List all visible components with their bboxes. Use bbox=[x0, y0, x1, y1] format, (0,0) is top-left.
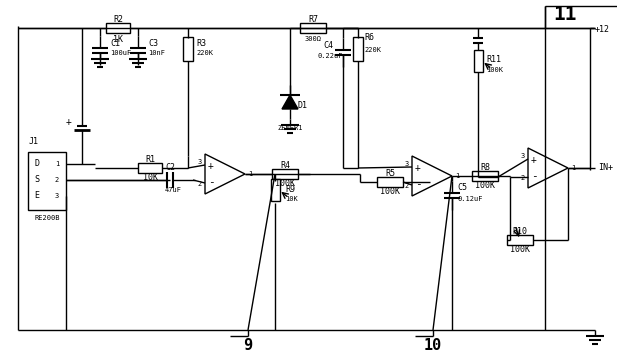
Text: 10: 10 bbox=[424, 339, 442, 353]
Text: C2: C2 bbox=[165, 163, 175, 173]
Text: E: E bbox=[35, 191, 39, 201]
Text: C4: C4 bbox=[323, 40, 333, 50]
Bar bbox=[472, 171, 498, 181]
Text: R9: R9 bbox=[285, 185, 295, 194]
Text: 1: 1 bbox=[55, 161, 59, 167]
Bar bbox=[377, 177, 403, 187]
Text: 1: 1 bbox=[455, 173, 459, 179]
Text: 11: 11 bbox=[553, 4, 577, 24]
Text: C3: C3 bbox=[148, 39, 158, 47]
Text: -: - bbox=[415, 179, 421, 189]
Bar bbox=[353, 37, 363, 61]
Bar bbox=[106, 23, 130, 33]
Polygon shape bbox=[282, 95, 298, 109]
Text: 1: 1 bbox=[571, 165, 575, 171]
Text: 100K: 100K bbox=[510, 245, 530, 254]
Bar bbox=[28, 152, 66, 210]
Text: 0.12uF: 0.12uF bbox=[457, 196, 482, 202]
Text: +: + bbox=[531, 155, 537, 165]
Text: ZENER1: ZENER1 bbox=[277, 125, 303, 131]
Text: 2: 2 bbox=[521, 175, 525, 181]
Text: 1: 1 bbox=[248, 171, 252, 177]
Text: D1: D1 bbox=[298, 100, 308, 110]
Text: R11: R11 bbox=[486, 55, 501, 64]
Text: 300Ω: 300Ω bbox=[305, 36, 321, 42]
Text: 10K: 10K bbox=[285, 196, 298, 202]
Text: 220K: 220K bbox=[364, 47, 381, 53]
Text: R6: R6 bbox=[364, 33, 374, 43]
Text: R4: R4 bbox=[280, 162, 290, 170]
Text: S: S bbox=[35, 175, 39, 185]
Text: 3: 3 bbox=[521, 153, 525, 159]
Bar bbox=[507, 235, 533, 245]
Text: +12: +12 bbox=[595, 25, 610, 35]
Text: 3: 3 bbox=[55, 193, 59, 199]
Text: 3: 3 bbox=[405, 161, 409, 167]
Text: -: - bbox=[531, 171, 537, 181]
Text: 220K: 220K bbox=[196, 50, 213, 56]
Text: 100K: 100K bbox=[475, 182, 495, 190]
Text: 2: 2 bbox=[55, 177, 59, 183]
Text: R7: R7 bbox=[308, 16, 318, 24]
Text: 10nF: 10nF bbox=[148, 50, 165, 56]
Text: +: + bbox=[66, 117, 72, 127]
Text: 3: 3 bbox=[198, 159, 202, 165]
Text: C1: C1 bbox=[110, 39, 120, 47]
Text: 0.22uF: 0.22uF bbox=[318, 53, 344, 59]
Text: D: D bbox=[35, 159, 39, 169]
Text: 100K: 100K bbox=[275, 179, 295, 189]
Text: 100K: 100K bbox=[380, 187, 400, 197]
Text: 10K: 10K bbox=[143, 174, 157, 182]
Text: 47uF: 47uF bbox=[165, 187, 182, 193]
Text: R1: R1 bbox=[145, 155, 155, 165]
Text: +: + bbox=[208, 161, 214, 171]
Bar bbox=[183, 37, 193, 61]
Text: R3: R3 bbox=[196, 39, 206, 47]
Bar bbox=[272, 169, 298, 179]
Text: R10: R10 bbox=[513, 228, 528, 237]
Text: 2: 2 bbox=[405, 183, 409, 189]
Text: 1K: 1K bbox=[113, 35, 123, 44]
Text: 9: 9 bbox=[244, 339, 252, 353]
Text: 2: 2 bbox=[198, 181, 202, 187]
Text: RE200B: RE200B bbox=[35, 215, 60, 221]
Text: -: - bbox=[208, 177, 214, 187]
Text: R5: R5 bbox=[385, 170, 395, 178]
Bar bbox=[474, 50, 483, 72]
Text: R8: R8 bbox=[480, 163, 490, 173]
Text: +: + bbox=[415, 163, 421, 173]
Text: 100uF: 100uF bbox=[110, 50, 131, 56]
Text: 100K: 100K bbox=[486, 67, 503, 73]
Bar bbox=[271, 179, 280, 201]
Bar bbox=[300, 23, 326, 33]
Bar bbox=[138, 163, 162, 173]
Text: IN+: IN+ bbox=[598, 163, 613, 173]
Text: J1: J1 bbox=[29, 138, 39, 146]
Text: R2: R2 bbox=[113, 16, 123, 24]
Text: C5: C5 bbox=[457, 183, 467, 193]
